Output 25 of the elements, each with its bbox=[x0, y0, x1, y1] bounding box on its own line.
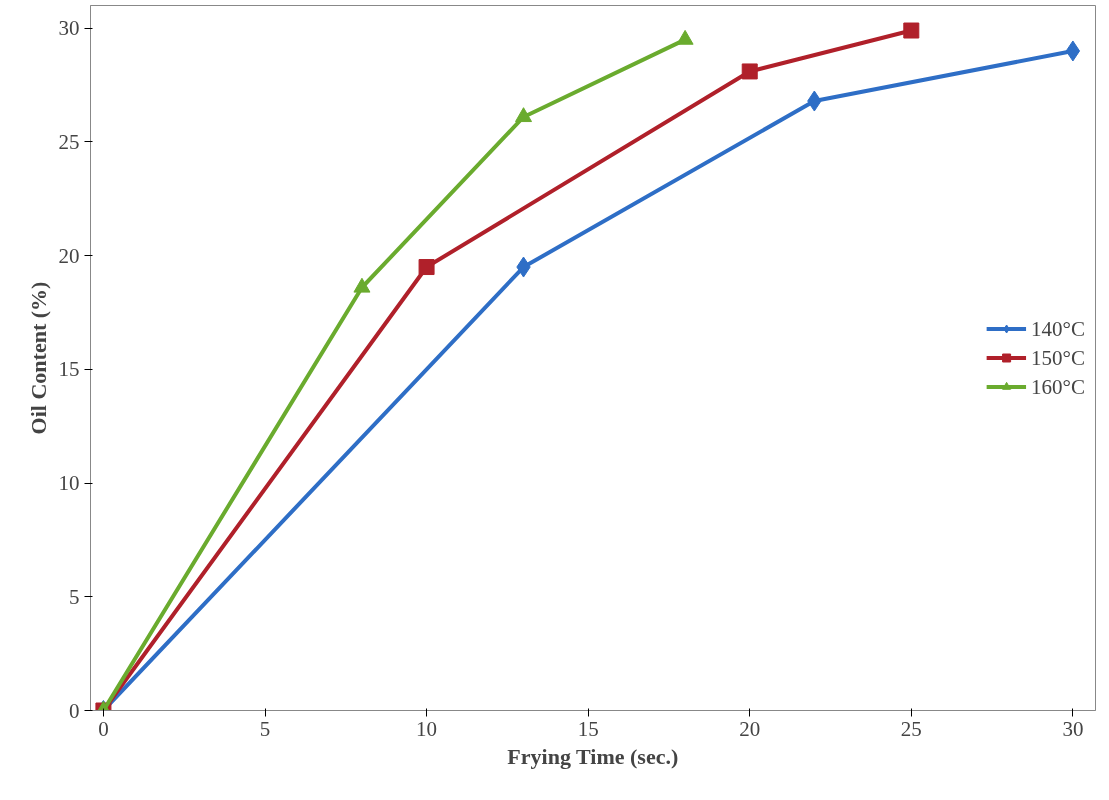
y-axis-title: Oil Content (%) bbox=[25, 281, 51, 435]
y-tick-label: 10 bbox=[58, 471, 80, 496]
x-tick-label: 5 bbox=[259, 716, 271, 741]
x-tick-label: 0 bbox=[98, 716, 109, 741]
x-tick-label: 15 bbox=[577, 716, 599, 741]
point bbox=[903, 22, 920, 39]
x-axis-title: Frying Time (sec.) bbox=[507, 743, 679, 769]
legend-label: 150°C bbox=[1031, 345, 1085, 370]
x-tick-label: 25 bbox=[900, 716, 922, 741]
point bbox=[515, 107, 533, 123]
y-tick-label: 25 bbox=[58, 129, 80, 154]
y-tick-label: 20 bbox=[58, 243, 80, 268]
point bbox=[741, 63, 758, 80]
point bbox=[353, 277, 371, 293]
y-tick-label: 30 bbox=[58, 16, 80, 41]
y-tick-label: 0 bbox=[69, 698, 80, 723]
y-tick-label: 5 bbox=[69, 584, 80, 609]
legend-label: 160°C bbox=[1031, 374, 1085, 399]
legend-label: 140°C bbox=[1031, 316, 1085, 341]
y-tick-label: 15 bbox=[58, 357, 80, 382]
x-tick-label: 30 bbox=[1062, 716, 1084, 741]
x-tick-label: 20 bbox=[739, 716, 761, 741]
point bbox=[1065, 40, 1081, 62]
x-tick-label: 10 bbox=[416, 716, 438, 741]
point bbox=[418, 259, 435, 276]
